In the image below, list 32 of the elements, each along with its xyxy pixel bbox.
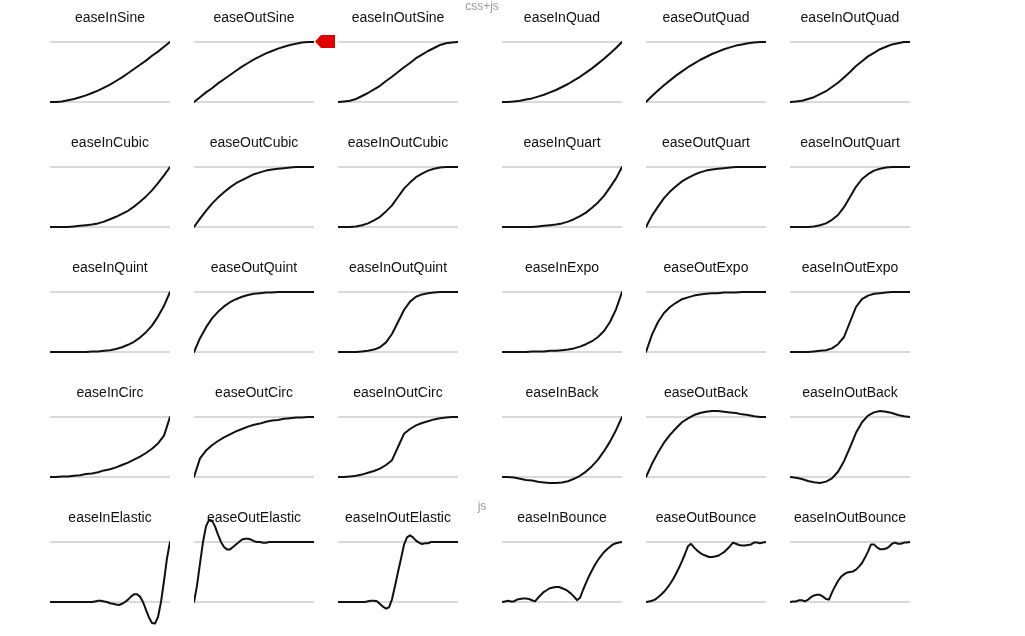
chart-title: easeOutElastic (205, 508, 303, 526)
chart-title: easeOutCubic (208, 133, 300, 151)
chart-title: easeInCirc (75, 383, 145, 401)
chart-title: easeInOutBack (801, 383, 899, 401)
chart-title: easeInOutExpo (800, 258, 900, 276)
chart-title: easeInCubic (70, 133, 150, 151)
text: css+js (464, 0, 500, 13)
chart-title: easeOutSine (212, 8, 296, 26)
chart-title: easeInBounce (517, 509, 607, 525)
chart-title: easeOutCirc (214, 383, 294, 401)
chart-title: easeInQuad (523, 9, 601, 25)
chart-title: easeInOutQuart (799, 133, 901, 151)
chart-title: easeInOutCubic (346, 133, 450, 151)
chart-title: easeInOutQuint (347, 258, 449, 276)
chart-title: easeOutBounce (654, 508, 758, 526)
chart-title: easeInBack (524, 383, 600, 401)
chart-title: easeOutExpo (662, 258, 750, 276)
chart-title: easeOutQuad (661, 8, 751, 26)
chart-title: easeInElastic (67, 508, 153, 526)
chart-title: easeInOutSine (351, 9, 445, 25)
chart-title: easeOutQuart (661, 133, 751, 151)
chart-title: easeOutQuint (209, 258, 299, 276)
chart-title: easeInOutCirc (352, 383, 444, 401)
chart-title: easeInSine (73, 8, 147, 26)
text: js (476, 499, 488, 513)
chart-title: easeInOutQuad (799, 8, 901, 26)
chart-title: easeOutBack (662, 383, 750, 401)
chart-title: easeInQuart (522, 133, 602, 151)
chart-title: easeInOutElastic (344, 508, 452, 526)
chart-title: easeInQuint (71, 258, 149, 276)
chart-title: easeInOutBounce (792, 508, 908, 526)
chart-title: easeInExpo (524, 258, 600, 276)
